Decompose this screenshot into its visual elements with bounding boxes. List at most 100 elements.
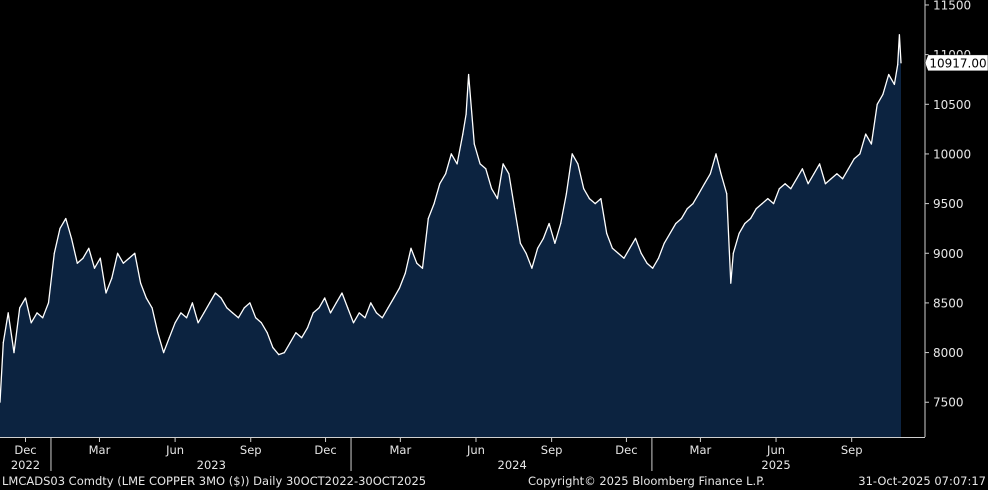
data-point (387, 307, 389, 309)
data-point (19, 307, 21, 309)
data-point (657, 257, 660, 259)
data-point (324, 297, 326, 299)
data-point (243, 307, 245, 309)
data-point (496, 198, 498, 200)
data-point (312, 312, 314, 314)
data-point (306, 327, 309, 329)
data-point (715, 153, 717, 155)
y-tick-label: 7500 (933, 396, 964, 410)
data-point (117, 252, 119, 254)
data-point (773, 203, 775, 205)
data-point (761, 203, 763, 205)
data-point (900, 62, 902, 64)
data-point (364, 317, 366, 319)
x-year-label: 2022 (11, 458, 40, 472)
data-point (594, 203, 596, 205)
data-point (42, 317, 44, 319)
data-point (237, 317, 239, 319)
data-point (266, 332, 268, 334)
data-point (836, 173, 838, 175)
data-point (289, 342, 291, 344)
data-point (847, 168, 850, 170)
data-point (341, 292, 343, 294)
data-point (571, 153, 573, 155)
data-point (375, 312, 378, 314)
data-point (134, 252, 136, 254)
data-point (70, 237, 73, 239)
y-tick-label: 9000 (933, 247, 964, 261)
copyright-text: Copyright© 2025 Bloomberg Finance L.P. (528, 474, 765, 488)
y-tick-label: 9500 (933, 197, 964, 211)
data-point (445, 173, 447, 175)
data-point (600, 198, 602, 200)
data-point (542, 237, 545, 239)
data-point (318, 307, 320, 309)
x-tick-label: Mar (690, 443, 712, 457)
data-point (897, 64, 899, 66)
data-point (898, 34, 901, 36)
data-point (163, 352, 165, 354)
data-point (30, 322, 32, 324)
data-point (629, 247, 631, 249)
data-point (214, 292, 216, 294)
data-point (692, 203, 694, 205)
data-point (588, 198, 591, 200)
data-point (698, 193, 700, 195)
data-point (640, 252, 642, 254)
data-point (796, 178, 798, 180)
data-point (2, 342, 4, 344)
data-point (531, 267, 533, 269)
data-point (888, 73, 890, 76)
data-point (675, 222, 677, 225)
x-axis: Dec Mar Jun Sep Dec Mar Jun Sep Dec Mar Jun Sep 2022… (0, 437, 925, 472)
data-point (7, 312, 9, 314)
data-point (59, 227, 61, 229)
y-tick-label: 11500 (933, 0, 971, 12)
data-point (646, 262, 648, 264)
x-year-label: 2023 (197, 458, 226, 472)
data-point (13, 352, 15, 354)
data-point (560, 222, 562, 225)
x-tick-label: Dec (314, 443, 336, 457)
data-point (105, 292, 107, 294)
data-point (180, 312, 182, 314)
data-point (128, 257, 130, 259)
data-point (65, 217, 67, 220)
series-line (0, 34, 902, 403)
data-point (421, 267, 424, 269)
data-point (47, 302, 50, 304)
data-point (738, 232, 740, 234)
data-point (203, 312, 205, 314)
data-point (427, 217, 429, 220)
data-point (479, 163, 481, 165)
data-point (433, 203, 435, 205)
data-point (174, 322, 176, 324)
data-point (140, 282, 142, 284)
data-point (703, 183, 706, 185)
data-point (220, 297, 222, 299)
data-point (260, 322, 262, 324)
data-point (778, 188, 780, 190)
data-point (732, 252, 734, 254)
data-point (623, 257, 625, 259)
x-tick-label: Dec (14, 443, 36, 457)
data-point (617, 252, 619, 254)
data-point (548, 222, 550, 225)
data-point (606, 232, 608, 234)
data-point (784, 183, 786, 185)
data-point (157, 332, 159, 334)
data-point (865, 133, 867, 135)
data-point (726, 193, 728, 195)
data-point (824, 183, 827, 185)
data-point (465, 113, 467, 115)
data-point (720, 173, 722, 175)
data-point (893, 83, 896, 85)
data-point (519, 242, 522, 244)
data-point (853, 158, 855, 160)
data-point (186, 317, 188, 319)
data-point (686, 208, 688, 210)
data-point (508, 173, 510, 175)
data-point (335, 302, 337, 304)
x-year-label: 2024 (498, 458, 527, 472)
